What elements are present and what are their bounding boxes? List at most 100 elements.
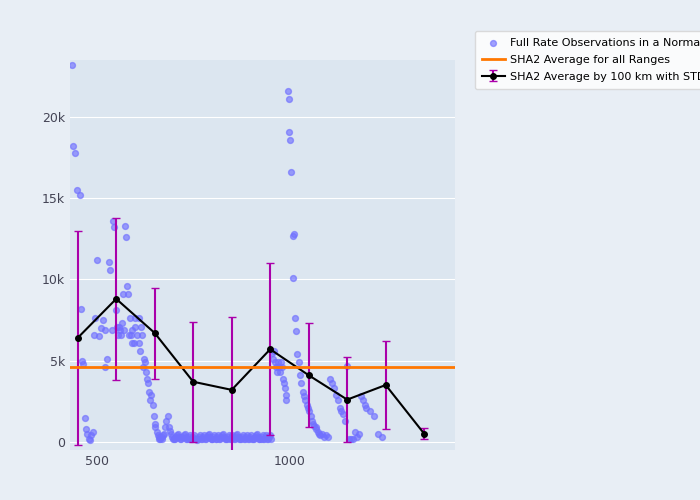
Full Rate Observations in a Normal Point <box>106 326 118 334</box>
Full Rate Observations in a Normal Point <box>108 217 119 225</box>
Full Rate Observations in a Normal Point <box>159 430 170 438</box>
Full Rate Observations in a Normal Point <box>195 432 206 440</box>
Full Rate Observations in a Normal Point <box>274 368 286 376</box>
Full Rate Observations in a Normal Point <box>82 430 93 438</box>
Full Rate Observations in a Normal Point <box>347 434 358 442</box>
Full Rate Observations in a Normal Point <box>123 330 134 338</box>
Full Rate Observations in a Normal Point <box>239 434 251 442</box>
Full Rate Observations in a Normal Point <box>357 396 368 404</box>
Full Rate Observations in a Normal Point <box>193 434 204 442</box>
Full Rate Observations in a Normal Point <box>230 433 241 441</box>
Full Rate Observations in a Normal Point <box>150 423 161 431</box>
Full Rate Observations in a Normal Point <box>198 432 209 440</box>
Full Rate Observations in a Normal Point <box>260 432 272 440</box>
Full Rate Observations in a Normal Point <box>349 428 360 436</box>
Full Rate Observations in a Normal Point <box>179 430 190 438</box>
Full Rate Observations in a Normal Point <box>193 433 204 441</box>
Full Rate Observations in a Normal Point <box>273 363 284 371</box>
Full Rate Observations in a Normal Point <box>133 314 144 322</box>
Full Rate Observations in a Normal Point <box>244 433 256 441</box>
Full Rate Observations in a Normal Point <box>93 332 104 340</box>
Full Rate Observations in a Normal Point <box>180 433 191 441</box>
Full Rate Observations in a Normal Point <box>128 339 139 347</box>
Full Rate Observations in a Normal Point <box>214 436 225 444</box>
Full Rate Observations in a Normal Point <box>291 350 302 358</box>
Full Rate Observations in a Normal Point <box>116 330 127 338</box>
Full Rate Observations in a Normal Point <box>155 436 166 444</box>
Full Rate Observations in a Normal Point <box>172 430 183 438</box>
Full Rate Observations in a Normal Point <box>298 392 309 400</box>
Full Rate Observations in a Normal Point <box>134 347 146 355</box>
Full Rate Observations in a Normal Point <box>300 396 311 404</box>
Full Rate Observations in a Normal Point <box>322 433 333 441</box>
Full Rate Observations in a Normal Point <box>293 358 304 366</box>
Full Rate Observations in a Normal Point <box>91 256 102 264</box>
Full Rate Observations in a Normal Point <box>346 434 357 442</box>
Full Rate Observations in a Normal Point <box>164 426 176 434</box>
Full Rate Observations in a Normal Point <box>79 414 90 422</box>
Full Rate Observations in a Normal Point <box>351 433 363 441</box>
Full Rate Observations in a Normal Point <box>154 434 165 442</box>
Full Rate Observations in a Normal Point <box>284 128 295 136</box>
Full Rate Observations in a Normal Point <box>153 433 164 441</box>
Full Rate Observations in a Normal Point <box>78 360 89 368</box>
Full Rate Observations in a Normal Point <box>151 428 162 436</box>
Full Rate Observations in a Normal Point <box>311 425 322 433</box>
Full Rate Observations in a Normal Point <box>340 417 351 425</box>
Full Rate Observations in a Normal Point <box>85 432 97 440</box>
Full Rate Observations in a Normal Point <box>204 433 215 441</box>
Full Rate Observations in a Normal Point <box>202 432 214 440</box>
Full Rate Observations in a Normal Point <box>214 434 225 442</box>
Full Rate Observations in a Normal Point <box>256 433 267 441</box>
Full Rate Observations in a Normal Point <box>224 436 235 444</box>
Full Rate Observations in a Normal Point <box>84 434 95 442</box>
Full Rate Observations in a Normal Point <box>307 420 318 428</box>
Full Rate Observations in a Normal Point <box>225 434 237 442</box>
Full Rate Observations in a Normal Point <box>113 330 124 338</box>
Full Rate Observations in a Normal Point <box>178 432 189 440</box>
Full Rate Observations in a Normal Point <box>229 434 240 442</box>
Full Rate Observations in a Normal Point <box>281 396 292 404</box>
Full Rate Observations in a Normal Point <box>310 423 321 431</box>
Full Rate Observations in a Normal Point <box>253 434 264 442</box>
Full Rate Observations in a Normal Point <box>144 388 155 396</box>
Full Rate Observations in a Normal Point <box>137 363 149 371</box>
Full Rate Observations in a Normal Point <box>195 436 206 444</box>
Full Rate Observations in a Normal Point <box>190 434 201 442</box>
Full Rate Observations in a Normal Point <box>288 230 300 238</box>
Full Rate Observations in a Normal Point <box>241 433 252 441</box>
Full Rate Observations in a Normal Point <box>283 95 294 103</box>
Legend: Full Rate Observations in a Normal Point, SHA2 Average for all Ranges, SHA2 Aver: Full Rate Observations in a Normal Point… <box>475 30 700 90</box>
Full Rate Observations in a Normal Point <box>208 433 219 441</box>
Full Rate Observations in a Normal Point <box>324 374 335 382</box>
Full Rate Observations in a Normal Point <box>262 434 274 442</box>
Full Rate Observations in a Normal Point <box>265 432 276 440</box>
Full Rate Observations in a Normal Point <box>338 410 349 418</box>
Full Rate Observations in a Normal Point <box>211 433 223 441</box>
Full Rate Observations in a Normal Point <box>167 434 178 442</box>
Full Rate Observations in a Normal Point <box>361 404 372 412</box>
Full Rate Observations in a Normal Point <box>175 436 186 444</box>
Full Rate Observations in a Normal Point <box>218 433 230 441</box>
Full Rate Observations in a Normal Point <box>186 436 197 444</box>
Full Rate Observations in a Normal Point <box>336 407 347 415</box>
Full Rate Observations in a Normal Point <box>270 358 281 366</box>
Full Rate Observations in a Normal Point <box>368 412 379 420</box>
Full Rate Observations in a Normal Point <box>185 432 196 440</box>
Full Rate Observations in a Normal Point <box>258 436 269 444</box>
Full Rate Observations in a Normal Point <box>245 432 256 440</box>
Full Rate Observations in a Normal Point <box>377 433 388 441</box>
Full Rate Observations in a Normal Point <box>124 314 135 322</box>
Full Rate Observations in a Normal Point <box>265 434 276 442</box>
Full Rate Observations in a Normal Point <box>267 355 279 363</box>
Full Rate Observations in a Normal Point <box>282 87 293 95</box>
Full Rate Observations in a Normal Point <box>332 396 343 404</box>
Full Rate Observations in a Normal Point <box>206 436 217 444</box>
Full Rate Observations in a Normal Point <box>95 324 106 332</box>
Full Rate Observations in a Normal Point <box>227 432 238 440</box>
Full Rate Observations in a Normal Point <box>100 326 111 334</box>
Full Rate Observations in a Normal Point <box>121 282 132 290</box>
Full Rate Observations in a Normal Point <box>181 434 192 442</box>
Full Rate Observations in a Normal Point <box>146 391 157 399</box>
Full Rate Observations in a Normal Point <box>330 391 342 399</box>
